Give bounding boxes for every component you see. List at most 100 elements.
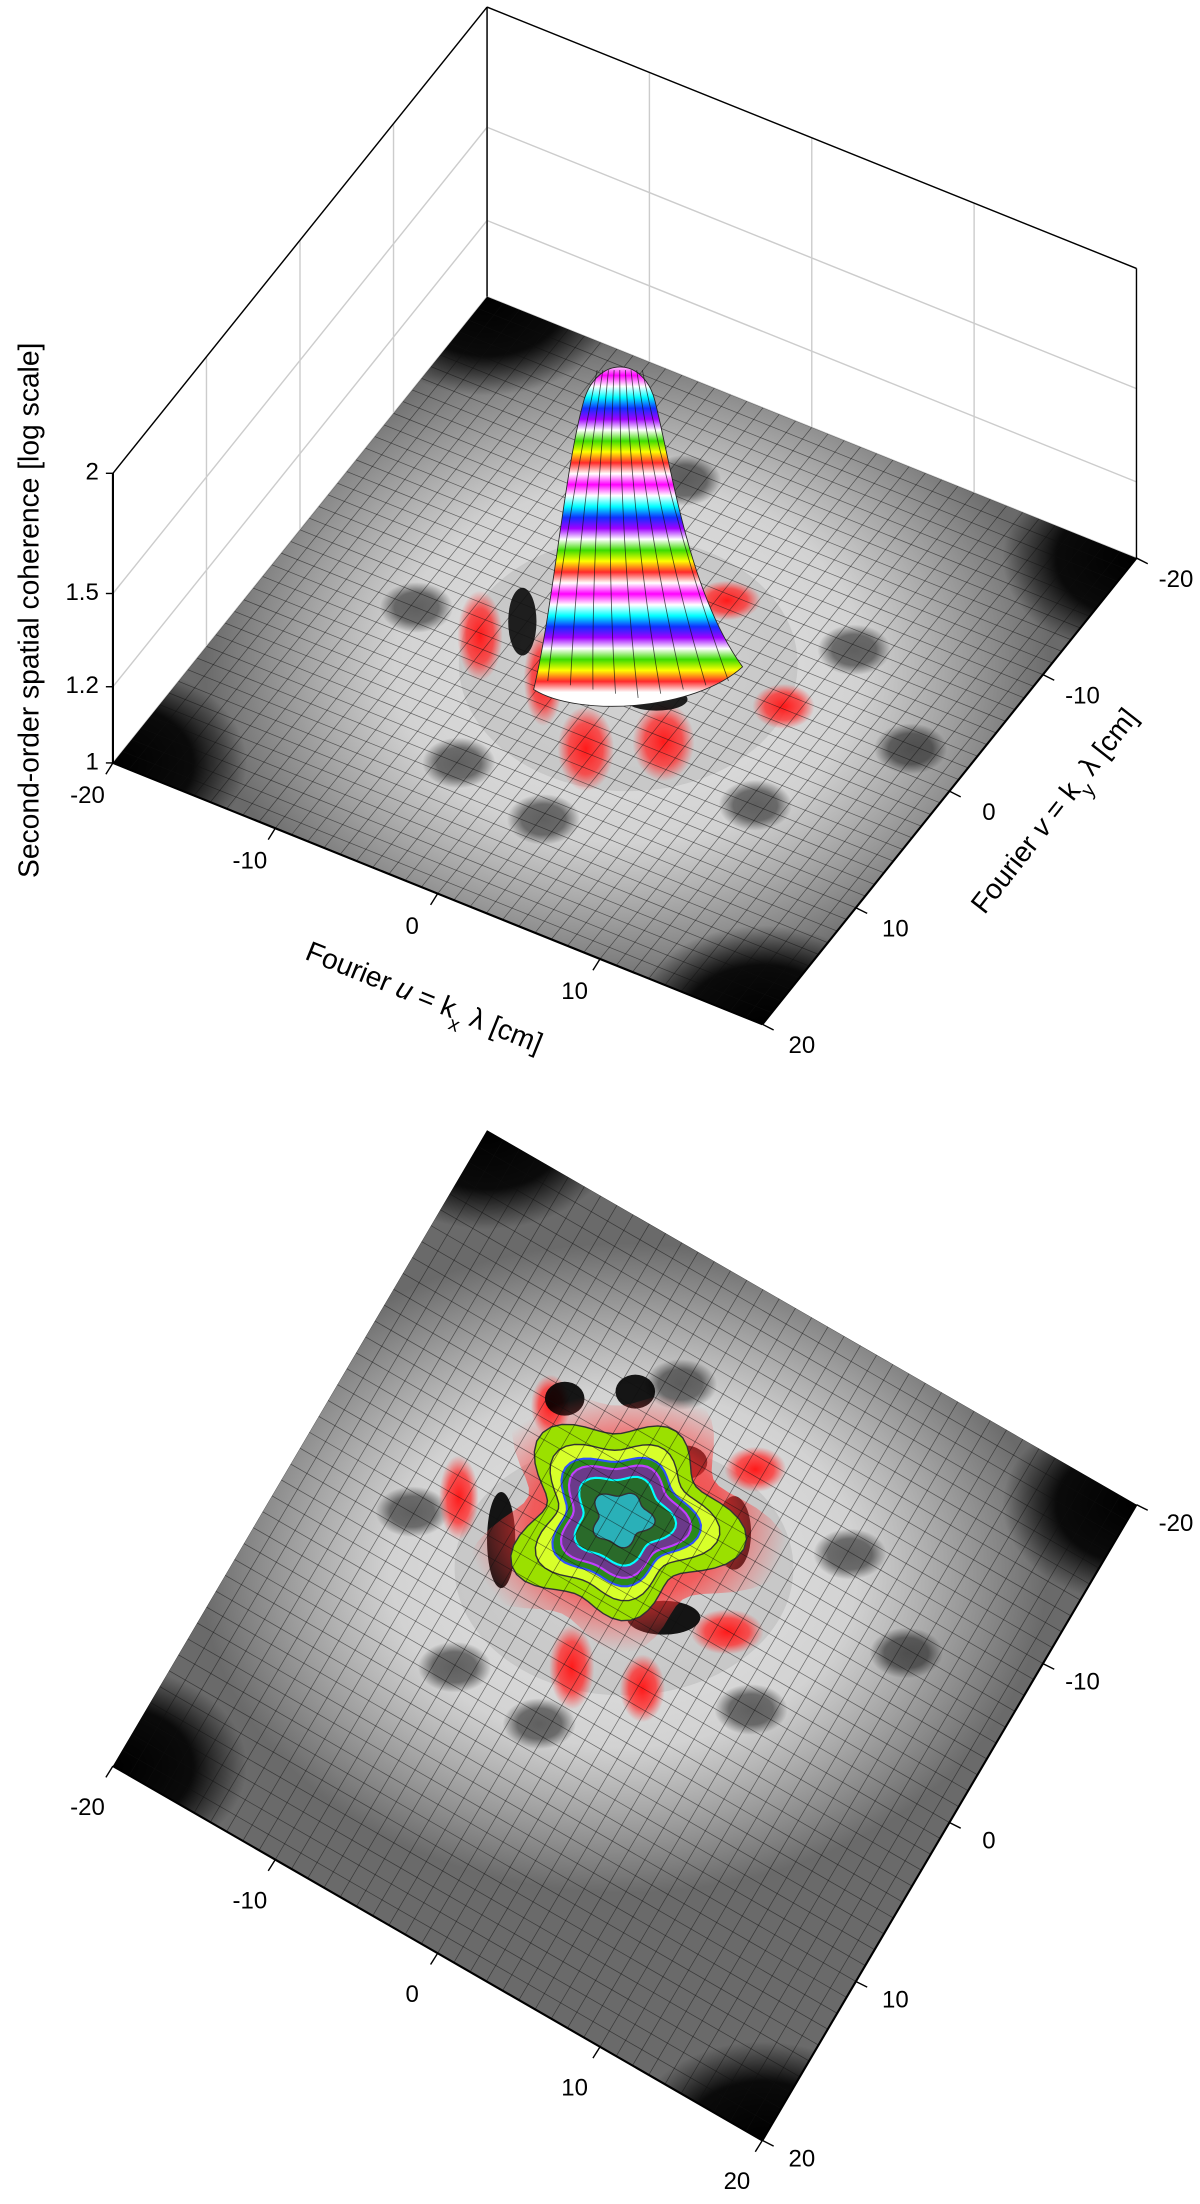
mesh-line <box>469 1335 845 1973</box>
mesh-line <box>534 466 910 934</box>
mesh-line <box>271 1495 922 1871</box>
y-tick <box>1136 1504 1149 1511</box>
peak <box>533 366 744 707</box>
mesh-line <box>234 1559 885 1935</box>
axis-title: Fourier u = kx λ [cm] <box>298 935 548 1069</box>
mesh-line <box>745 551 1121 1018</box>
mesh-line <box>680 525 1056 992</box>
mesh-line <box>567 1392 942 2029</box>
y-tick-label: 0 <box>982 799 995 826</box>
x-tick <box>429 893 439 906</box>
ridge <box>690 1609 764 1655</box>
surface-dip <box>422 737 496 789</box>
ridge <box>549 1624 595 1710</box>
x-tick <box>592 2046 601 2059</box>
peak-mesh <box>547 370 598 682</box>
axis-title-part: Fourier <box>302 935 404 1001</box>
surface-dip <box>873 723 948 775</box>
z-tick-label: 1.5 <box>65 579 98 606</box>
mesh-line <box>518 459 894 927</box>
peak-mesh <box>569 370 604 686</box>
mesh-line <box>615 499 991 966</box>
mesh-line <box>648 1438 1024 2076</box>
mesh-line <box>131 739 782 1002</box>
box-edge <box>486 6 1137 270</box>
mesh-line <box>140 1718 791 2094</box>
mesh-line <box>131 1733 782 2109</box>
y-tick-label: 10 <box>882 916 909 943</box>
mesh-line <box>632 505 1007 973</box>
mesh-line <box>583 485 959 953</box>
z-tick-label: 1 <box>85 748 98 775</box>
mesh-line <box>599 1410 975 2048</box>
mesh-line <box>567 479 942 947</box>
mesh-line <box>713 538 1089 1005</box>
contour-level <box>592 1492 656 1549</box>
mesh-line <box>243 599 894 862</box>
mesh-line <box>122 1749 772 2125</box>
x-tick-label: -20 <box>70 1794 105 1821</box>
mesh-line <box>290 1463 941 1839</box>
mesh-line <box>196 657 847 920</box>
mesh-line <box>140 727 791 990</box>
x-tick-label: -20 <box>70 782 105 809</box>
surface-dip <box>417 1641 492 1693</box>
y-tick-label: 20 <box>789 2146 816 2173</box>
surface-dip <box>502 1698 576 1750</box>
y-tick-label: -10 <box>1065 683 1100 710</box>
mesh-line <box>534 1373 910 2010</box>
z-tick-label: 1.2 <box>65 672 98 699</box>
peak-mesh <box>641 370 729 682</box>
mesh-line <box>664 1448 1040 2085</box>
corner-dip <box>352 1130 622 1230</box>
x-tick-label: 0 <box>406 913 419 940</box>
y-tick-label: 10 <box>882 1987 909 2014</box>
mesh-line <box>599 492 975 960</box>
mesh-line <box>225 1574 875 1950</box>
mesh-line <box>150 715 800 978</box>
x-tick-label: 0 <box>406 1981 419 2008</box>
y-tick-label: 20 <box>789 1032 816 1059</box>
mesh-line <box>713 1476 1089 2113</box>
y-tick <box>949 790 962 798</box>
mesh-line <box>518 1364 894 2001</box>
axis-title-part: λ [cm] <box>1067 702 1143 787</box>
surface-dip <box>375 1486 449 1538</box>
mesh-line <box>632 1429 1007 2066</box>
mesh-line <box>486 1345 861 1982</box>
peak-mesh <box>619 370 639 698</box>
surface-dip <box>869 1627 944 1679</box>
x-tick <box>105 1765 114 1778</box>
mesh-line <box>159 1686 810 2062</box>
surface <box>112 1130 1137 2141</box>
y-tick <box>1136 557 1149 565</box>
peak-mesh <box>636 370 707 686</box>
mesh-line <box>729 544 1105 1012</box>
z-axis-title: Second-order spatial coherence [log scal… <box>13 343 45 878</box>
x-tick-label: 10 <box>561 978 588 1005</box>
mesh-line <box>262 576 913 839</box>
peak-mesh <box>624 370 662 694</box>
mesh-line <box>664 518 1040 986</box>
mesh-line <box>680 1457 1056 2094</box>
y-tick <box>1042 673 1055 681</box>
mesh-line <box>215 1590 866 1966</box>
y-tick-label: -20 <box>1159 1510 1194 1537</box>
x-tick <box>267 827 276 840</box>
mesh-line <box>502 1354 878 1991</box>
mesh-line <box>225 622 875 885</box>
mesh-line <box>243 1543 894 1919</box>
x-tick <box>429 1952 439 1965</box>
y-tick <box>1042 1662 1055 1670</box>
x-tick-label: 10 <box>561 2075 588 2102</box>
mesh-line <box>159 704 810 967</box>
mesh-line <box>745 1495 1121 2132</box>
surface-ridge <box>557 706 615 792</box>
x-tick <box>105 762 114 775</box>
mesh-line <box>262 1511 913 1887</box>
mesh-line <box>187 669 838 932</box>
mesh-line <box>551 472 926 940</box>
ridge <box>724 1446 787 1492</box>
